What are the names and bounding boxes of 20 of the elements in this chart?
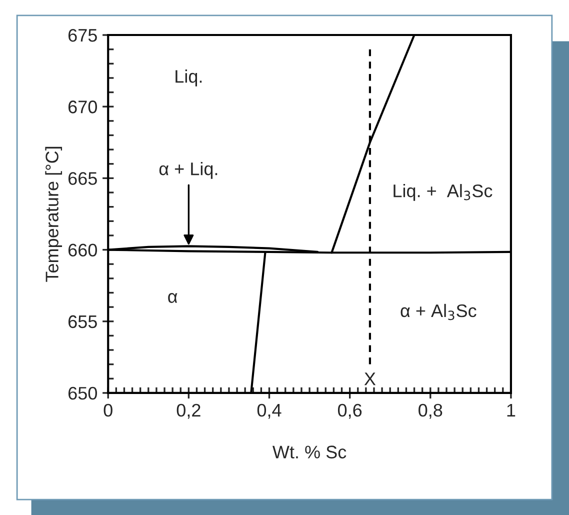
annotation: Liq. + Al$_{3}$Sc <box>394 184 492 201</box>
x-axis-title: Wt. % Sc <box>272 446 346 458</box>
x-tick-label: 0,4 <box>257 404 282 419</box>
y-tick-label: 660 <box>68 244 97 256</box>
annotation: α + Al$_{3}$Sc <box>400 304 476 320</box>
x-tick-label: 1 <box>507 404 516 416</box>
annotation: α + Liq. <box>159 162 218 179</box>
y-tick-label: 650 <box>68 386 97 400</box>
y-tick-label: 665 <box>68 172 97 185</box>
annotation: α <box>168 293 178 303</box>
y-tick-label: 675 <box>68 28 97 42</box>
x-tick-label: 0,8 <box>418 404 442 419</box>
y-axis-title: Temperature [°C] <box>45 146 62 282</box>
y-tick-label: 670 <box>68 100 97 114</box>
y-tick-label: 655 <box>68 315 97 328</box>
x-tick-label: 0 <box>104 404 112 417</box>
annotation: X <box>364 372 376 386</box>
x-tick-label: 0,6 <box>338 404 362 419</box>
annotation: Liq. <box>176 70 202 86</box>
x-tick-label: 0,2 <box>176 404 200 419</box>
